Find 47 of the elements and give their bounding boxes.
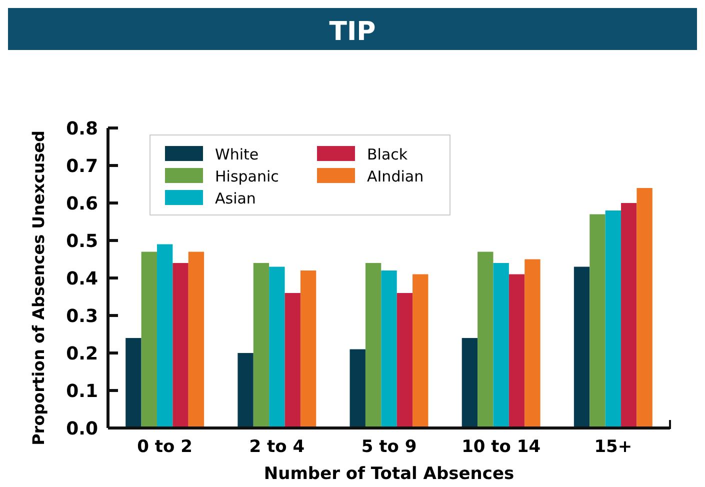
y-tick-label: 0.0 [66,418,98,440]
bar [284,293,300,428]
bar [365,263,382,428]
x-axis-title: Number of Total Absences [264,464,514,484]
y-tick-label: 0.6 [66,193,98,214]
x-tick-label: 0 to 2 [137,437,192,457]
bar [396,293,413,428]
bar [172,263,188,428]
x-tick-label: 10 to 14 [462,437,541,457]
legend-label: Hispanic [215,167,279,186]
bar [412,274,428,428]
bar [478,252,494,428]
y-tick-label: 0.4 [66,268,98,290]
bar [126,338,142,428]
y-tick-label: 0.7 [66,156,98,177]
bar [508,274,525,428]
y-tick-label: 0.8 [66,118,98,140]
y-axis-title: Proportion of Absences Unexcused [29,130,48,446]
chart-title: TIP [329,17,376,47]
bar [381,270,397,428]
bar [141,252,157,428]
y-tick-label: 0.3 [66,306,98,327]
bar [188,252,204,428]
bar [462,338,478,428]
x-tick-label: 5 to 9 [361,437,417,457]
bar [574,266,590,428]
legend-label: Asian [215,189,256,208]
legend-label: White [215,145,259,164]
x-tick-label: 2 to 4 [249,437,305,457]
bar [636,188,652,428]
y-tick-label: 0.5 [66,230,98,252]
bar [605,210,622,428]
bar [493,263,509,428]
bar [253,263,270,428]
bar [590,214,606,428]
y-tick-label: 0.1 [66,380,98,402]
x-tick-label: 15+ [594,437,632,457]
bar [300,270,316,428]
bar [156,244,173,428]
bar [269,266,285,428]
legend-label: AIndian [367,167,424,186]
y-tick-label: 0.2 [66,343,98,364]
bar [621,203,637,428]
bar [350,349,366,428]
bar [238,353,254,428]
bar [524,259,540,428]
legend-label: Black [367,145,408,164]
